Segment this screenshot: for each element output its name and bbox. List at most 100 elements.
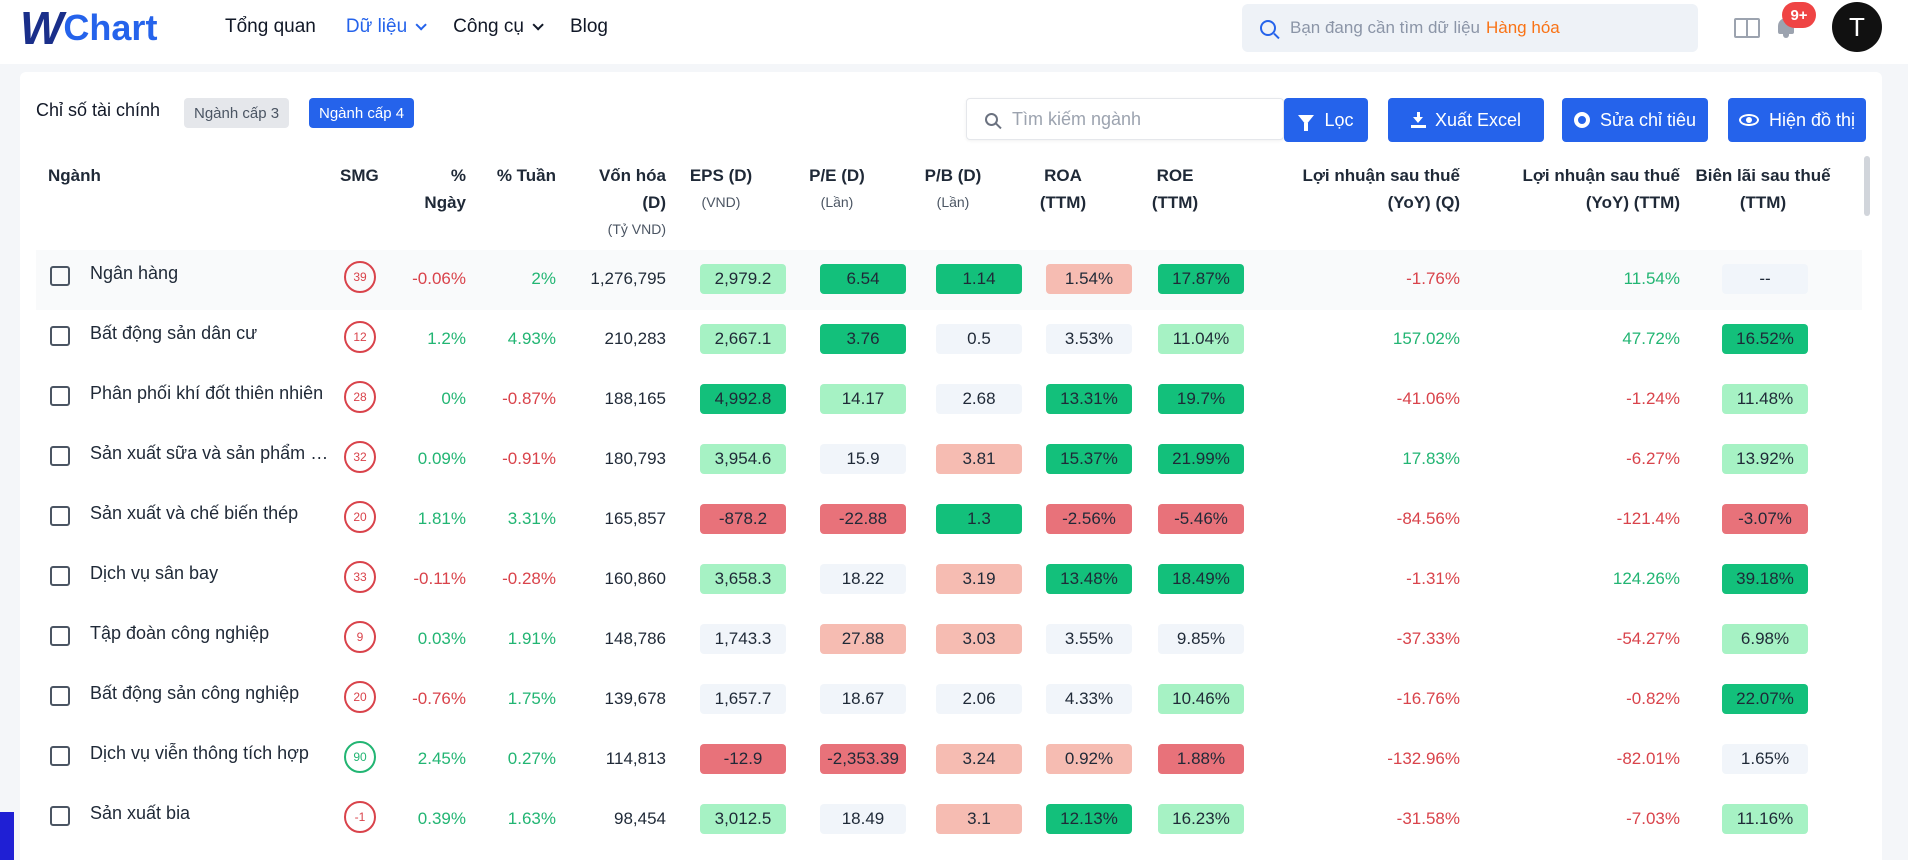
avatar[interactable]: T	[1832, 2, 1882, 52]
sector-name[interactable]: Dịch vụ sân bay	[90, 563, 219, 583]
col-pb[interactable]: P/B (D) (Lần)	[924, 166, 982, 210]
chip-sector-level-4[interactable]: Ngành cấp 4	[309, 98, 415, 128]
cell-roe: 21.99%	[1158, 444, 1244, 474]
cell-margin: 13.92%	[1722, 444, 1808, 474]
table-row[interactable]: Dịch vụ viễn thông tích hợp 90 2.45% 0.27% 1…	[36, 730, 1862, 790]
col-eps[interactable]: EPS (D) (VND)	[689, 166, 753, 210]
cell-pe: 15.9	[820, 444, 906, 474]
row-checkbox[interactable]	[50, 266, 70, 286]
col-day[interactable]: % Ngày	[424, 166, 466, 212]
table-row[interactable]: Sản xuất bia -1 0.39% 1.63% 98,454 3,012.5 18.…	[36, 790, 1862, 850]
sector-name[interactable]: Tập đoàn công nghiệp	[90, 623, 270, 643]
table-scrollbar[interactable]	[1864, 156, 1870, 216]
filter-label: Lọc	[1324, 109, 1354, 130]
table-row[interactable]: Dịch vụ sân bay 33 -0.11% -0.28% 160,860 3,65…	[36, 550, 1862, 610]
sector-name[interactable]: Sản xuất bia	[90, 803, 191, 823]
table-row[interactable]: Bất động sản công nghiệp 20 -0.76% 1.75% 139…	[36, 670, 1862, 730]
global-search-placeholder: Bạn đang cần tìm dữ liệu	[1290, 18, 1480, 37]
col-roa[interactable]: ROA (TTM)	[1039, 166, 1087, 212]
sector-name[interactable]: Dịch vụ viễn thông tích hợp	[90, 743, 309, 763]
wichart-logo[interactable]: W Chart	[20, 2, 157, 54]
cell-roa: 12.13%	[1046, 804, 1132, 834]
col-market-cap[interactable]: Vốn hóa (D) (Tỷ VND)	[598, 166, 666, 237]
sector-name[interactable]: Sản xuất và chế biến thép	[90, 503, 299, 523]
search-icon	[985, 112, 998, 126]
col-profit-ttm[interactable]: Lợi nhuận sau thuế (YoY) (TTM)	[1522, 166, 1680, 212]
cell-margin: 16.52%	[1722, 324, 1808, 354]
row-checkbox[interactable]	[50, 806, 70, 826]
cell-margin: 39.18%	[1722, 564, 1808, 594]
nav-data[interactable]: Dữ liệu	[345, 16, 427, 38]
table-row[interactable]: Phân phối khí đốt thiên nhiên 28 0% -0.87% 1…	[36, 370, 1862, 430]
cell-roa: 0.92%	[1046, 744, 1132, 774]
cell-eps: 3,954.6	[700, 444, 786, 474]
cell-margin: 6.98%	[1722, 624, 1808, 654]
col-net-margin[interactable]: Biên lãi sau thuế (TTM)	[1695, 166, 1831, 212]
chart-label: Hiện đồ thị	[1768, 109, 1856, 130]
cell-lnttm: -1.24%	[1626, 389, 1680, 408]
sector-name[interactable]: Sản xuất sữa và sản phẩm sữa	[90, 443, 336, 463]
nav-overview[interactable]: Tổng quan	[225, 16, 316, 38]
cell-lnttm: 124.26%	[1612, 569, 1680, 588]
table-row[interactable]: Bất động sản dân cư 12 1.2% 4.93% 210,283 2,6…	[36, 310, 1862, 370]
table-row[interactable]: Sản xuất sữa và sản phẩm sữa 32 0.09% -0.91…	[36, 430, 1862, 490]
row-checkbox[interactable]	[50, 446, 70, 466]
sector-name[interactable]: Bất động sản dân cư	[90, 323, 258, 343]
row-checkbox[interactable]	[50, 506, 70, 526]
cell-cap: 180,793	[604, 449, 666, 468]
col-sector[interactable]: Ngành	[48, 166, 101, 185]
col-roe[interactable]: ROE (TTM)	[1151, 166, 1199, 212]
logo-w: W	[20, 2, 63, 54]
col-smg[interactable]: SMG	[340, 166, 379, 185]
export-label: Xuất Excel	[1434, 109, 1522, 130]
cell-day: 0%	[441, 389, 466, 408]
cell-pb: 2.06	[936, 684, 1022, 714]
table-row[interactable]: Tập đoàn công nghiệp 9 0.03% 1.91% 148,786 1,…	[36, 610, 1862, 670]
sector-name[interactable]: Bất động sản công nghiệp	[90, 683, 300, 703]
cell-week: -0.91%	[502, 449, 556, 468]
col-profit-q[interactable]: Lợi nhuận sau thuế (YoY) (Q)	[1302, 166, 1460, 212]
cell-day: 1.2%	[427, 329, 466, 348]
cell-roa: -2.56%	[1046, 504, 1132, 534]
table-row[interactable]: Sản xuất và chế biến thép 20 1.81% 3.31% 165…	[36, 490, 1862, 550]
row-checkbox[interactable]	[50, 566, 70, 586]
cell-roa: 3.55%	[1046, 624, 1132, 654]
cell-margin: 11.48%	[1722, 384, 1808, 414]
nav-data-label: Dữ liệu	[345, 16, 408, 37]
sector-name[interactable]: Ngân hàng	[90, 263, 179, 283]
cell-roe: 9.85%	[1158, 624, 1244, 654]
row-checkbox[interactable]	[50, 326, 70, 346]
col-pe[interactable]: P/E (D) (Lần)	[809, 166, 865, 210]
cell-eps: 2,979.2	[700, 264, 786, 294]
sector-search-input[interactable]: Tìm kiếm ngành	[966, 98, 1284, 140]
nav-tools[interactable]: Công cụ	[453, 16, 544, 38]
cell-cap: 188,165	[604, 389, 666, 408]
edit-indicators-button[interactable]: Sửa chỉ tiêu	[1562, 98, 1708, 142]
smg-score-badge: 20	[344, 681, 376, 713]
row-checkbox[interactable]	[50, 686, 70, 706]
filter-button[interactable]: Lọc	[1284, 98, 1368, 142]
show-chart-button[interactable]: Hiện đồ thị	[1728, 98, 1866, 142]
cell-lnttm: -121.4%	[1616, 509, 1680, 528]
cell-lnttm: -0.82%	[1626, 689, 1680, 708]
book-icon[interactable]	[1734, 18, 1760, 38]
cell-lnq: -1.76%	[1406, 269, 1460, 288]
global-search-input[interactable]: Bạn đang cần tìm dữ liệu Hàng hóa	[1242, 4, 1698, 52]
nav-blog[interactable]: Blog	[570, 16, 608, 38]
row-checkbox[interactable]	[50, 626, 70, 646]
cell-pe: 18.22	[820, 564, 906, 594]
cell-lnq: -31.58%	[1396, 809, 1460, 828]
row-checkbox[interactable]	[50, 386, 70, 406]
top-navbar: W Chart Tổng quan Dữ liệu Công cụ Blog B…	[0, 0, 1908, 64]
sector-name[interactable]: Phân phối khí đốt thiên nhiên	[90, 383, 324, 403]
export-excel-button[interactable]: Xuất Excel	[1388, 98, 1544, 142]
chip-sector-level-3[interactable]: Ngành cấp 3	[184, 98, 290, 128]
cell-eps: 4,992.8	[700, 384, 786, 414]
table-row[interactable]: Ngân hàng 39 -0.06% 2% 1,276,795 2,979.2 6.54 1…	[36, 250, 1862, 310]
cell-pe: -2,353.39	[820, 744, 906, 774]
side-panel-toggle[interactable]	[0, 812, 14, 860]
cell-margin: --	[1722, 264, 1808, 294]
col-week[interactable]: % Tuần	[496, 166, 556, 185]
cell-eps: -12.9	[700, 744, 786, 774]
row-checkbox[interactable]	[50, 746, 70, 766]
